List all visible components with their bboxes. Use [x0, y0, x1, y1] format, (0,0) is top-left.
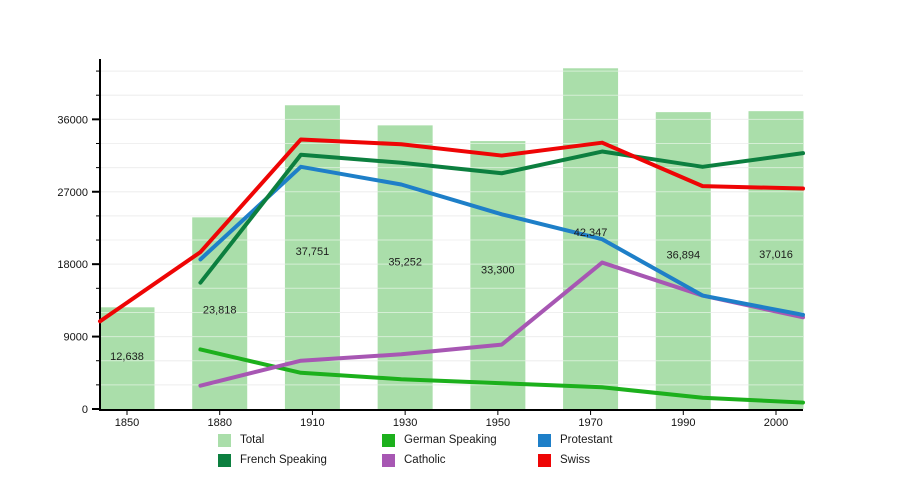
- y-tick-label: 0: [82, 404, 88, 416]
- legend-item-swiss: Swiss: [538, 453, 698, 467]
- bar-value-label: 23,818: [203, 304, 237, 316]
- line-german-speaking: [198, 347, 805, 405]
- y-tick-label: 9000: [64, 332, 88, 344]
- legend-label: Catholic: [404, 454, 446, 466]
- legend-label: Swiss: [560, 454, 591, 466]
- x-tick-label: 1930: [393, 417, 417, 429]
- legend-label: French Speaking: [240, 454, 327, 466]
- bar-value-label: 42,347: [574, 227, 608, 239]
- legend-label: Protestant: [560, 434, 613, 446]
- legend-item-french-speaking: French Speaking: [218, 453, 382, 467]
- bar-1950: [470, 141, 526, 409]
- x-tick-label: 1880: [207, 417, 231, 429]
- bar-value-label: 36,894: [666, 250, 700, 262]
- x-tick-label: 1910: [300, 417, 324, 429]
- legend-swatch-german-speaking: [382, 433, 395, 447]
- legend-item-total: Total: [218, 433, 382, 447]
- x-tick-label: 1950: [486, 417, 510, 429]
- bar-value-label: 37,016: [759, 249, 793, 261]
- bar-value-label: 12,638: [110, 351, 144, 363]
- chart-legend: Total German Speaking Protestant French …: [218, 430, 698, 470]
- bar-value-label: 37,751: [296, 246, 330, 258]
- legend-item-catholic: Catholic: [382, 453, 538, 467]
- legend-label: Total: [240, 434, 265, 446]
- legend-swatch-protestant: [538, 433, 551, 447]
- legend-item-german-speaking: German Speaking: [382, 433, 538, 447]
- x-tick-label: 1970: [578, 417, 602, 429]
- line-protestant: [198, 164, 805, 317]
- bar-value-label: 35,252: [388, 257, 422, 269]
- legend-swatch-swiss: [538, 453, 551, 467]
- legend-item-protestant: Protestant: [538, 433, 698, 447]
- line-french-speaking: [198, 149, 805, 285]
- x-tick-label: 1850: [115, 417, 139, 429]
- x-tick-label: 1990: [671, 417, 695, 429]
- bar-value-label: 33,300: [481, 265, 515, 277]
- bar-1850: [99, 307, 155, 409]
- legend-swatch-total: [218, 433, 231, 447]
- line-swiss: [98, 137, 805, 324]
- bar-1970: [563, 68, 619, 409]
- legend-swatch-french-speaking: [218, 453, 231, 467]
- y-tick-label: 36000: [57, 114, 88, 126]
- x-tick-label: 2000: [764, 417, 788, 429]
- y-tick-label: 18000: [57, 259, 88, 271]
- legend-swatch-catholic: [382, 453, 395, 467]
- bar-1930: [377, 125, 433, 409]
- y-tick-label: 27000: [57, 187, 88, 199]
- legend-label: German Speaking: [404, 434, 497, 446]
